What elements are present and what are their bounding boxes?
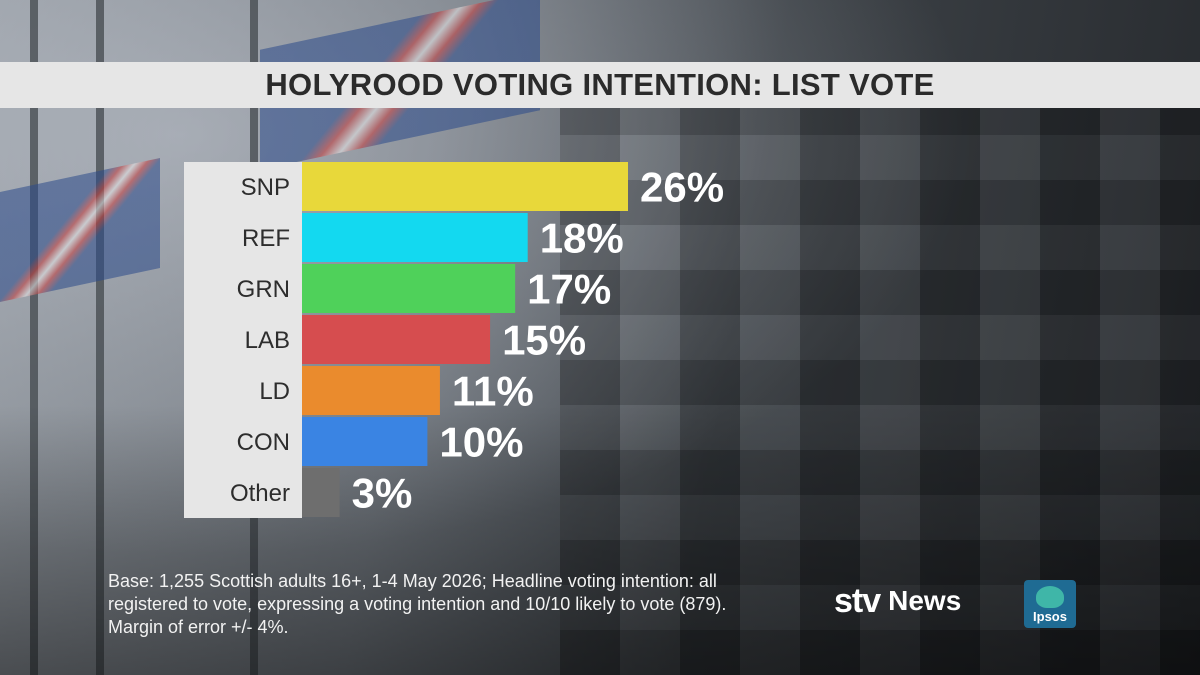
footnote-line: Margin of error +/- 4%. (108, 617, 289, 637)
bar-value-label: 10% (439, 419, 523, 466)
bar-ld (302, 366, 440, 415)
bar-value-label: 3% (352, 470, 413, 517)
bar-snp (302, 162, 628, 211)
chart-title: HOLYROOD VOTING INTENTION: LIST VOTE (265, 67, 935, 102)
bar-con (302, 417, 428, 466)
footnote-line: Base: 1,255 Scottish adults 16+, 1-4 May… (108, 571, 717, 591)
bar-value-label: 18% (540, 215, 624, 262)
footnote: Base: 1,255 Scottish adults 16+, 1-4 May… (108, 570, 808, 639)
stv-news-logo: stv News (834, 583, 961, 619)
category-label: LD (259, 378, 290, 405)
bar-grn (302, 264, 516, 313)
background-flagpole (96, 0, 104, 675)
category-label: GRN (236, 276, 290, 303)
bar-value-label: 15% (502, 317, 586, 364)
bar-other (302, 468, 340, 517)
ipsos-logo-icon (1036, 586, 1064, 608)
background-flagpole (30, 0, 38, 675)
stv-logo-mark: stv (834, 582, 881, 620)
bar-value-label: 26% (640, 164, 724, 211)
background-building (560, 80, 1200, 675)
footnote-line: registered to vote, expressing a voting … (108, 594, 727, 614)
category-label-panel: SNP REF GRN LAB LD CON Other (184, 162, 302, 518)
ipsos-logo: Ipsos (1024, 580, 1076, 628)
category-label: CON (236, 429, 290, 456)
bar-value-label: 17% (527, 266, 611, 313)
category-label: Other (229, 480, 290, 507)
title-bar: HOLYROOD VOTING INTENTION: LIST VOTE (0, 62, 1200, 108)
bar-lab (302, 315, 491, 364)
category-label: REF (242, 225, 290, 252)
bar-value-label: 11% (452, 368, 534, 415)
bar-ref (302, 213, 528, 262)
category-label: LAB (244, 327, 290, 354)
category-label: SNP (240, 174, 290, 201)
ipsos-logo-text: Ipsos (1033, 609, 1067, 624)
stv-logo-news: News (888, 585, 962, 616)
